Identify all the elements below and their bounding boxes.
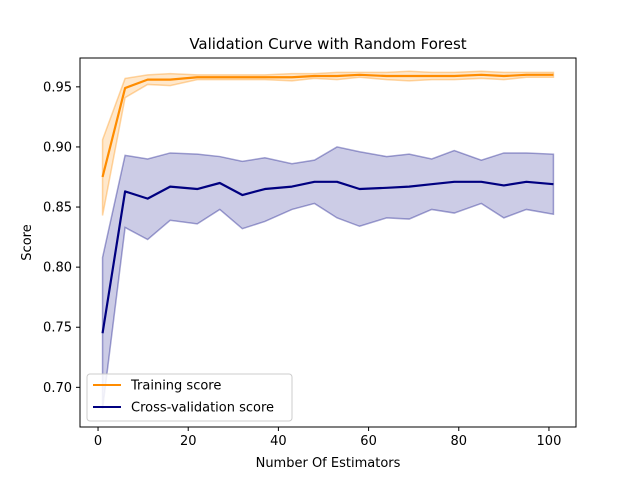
x-tick-label: 40 — [270, 434, 287, 449]
band-cross-validation — [101, 146, 555, 410]
y-tick-label: 0.80 — [43, 261, 72, 276]
y-tick-label: 0.75 — [43, 321, 72, 336]
point-cross-validation — [169, 186, 171, 188]
point-training — [196, 76, 198, 78]
x-tick-label: 20 — [180, 434, 197, 449]
point-cross-validation — [386, 187, 388, 189]
legend: Training score Cross-validation score — [86, 373, 293, 422]
point-training — [147, 79, 149, 81]
legend-label-training: Training score — [130, 379, 221, 394]
point-cross-validation — [264, 188, 266, 190]
legend-box — [86, 373, 293, 422]
x-axis-ticks: 0 20 40 60 80 100 — [94, 427, 561, 449]
band-training — [101, 70, 555, 216]
point-training — [102, 176, 104, 178]
point-training — [242, 76, 244, 78]
point-training — [219, 76, 221, 78]
x-axis-label: Number Of Estimators — [256, 456, 401, 471]
point-training — [481, 74, 483, 76]
y-axis-ticks: 0.70 0.75 0.80 0.85 0.90 0.95 — [43, 80, 80, 396]
y-tick-label: 0.70 — [43, 381, 72, 396]
line-cross-validation — [101, 180, 554, 334]
point-cross-validation — [503, 185, 505, 187]
point-cross-validation — [359, 188, 361, 190]
point-cross-validation — [314, 181, 316, 183]
point-cross-validation — [242, 194, 244, 196]
confidence-bands — [101, 70, 555, 410]
point-training — [503, 75, 505, 77]
point-cross-validation — [481, 181, 483, 183]
point-cross-validation — [336, 181, 338, 183]
point-training — [431, 75, 433, 77]
point-training — [386, 75, 388, 77]
point-training — [291, 76, 293, 78]
axes-frame — [79, 57, 577, 428]
point-training — [314, 75, 316, 77]
x-tick-label: 0 — [94, 434, 102, 449]
point-training — [359, 74, 361, 76]
point-training — [453, 75, 455, 77]
line-training — [101, 73, 554, 178]
point-cross-validation — [526, 181, 528, 183]
point-training — [124, 87, 126, 89]
chart-title: Validation Curve with Random Forest — [189, 35, 466, 53]
point-cross-validation — [431, 183, 433, 185]
point-training — [408, 75, 410, 77]
legend-label-cross-validation: Cross-validation score — [131, 401, 274, 416]
point-cross-validation — [102, 332, 104, 334]
point-training — [264, 76, 266, 78]
point-cross-validation — [408, 186, 410, 188]
point-cross-validation — [147, 198, 149, 200]
y-tick-label: 0.85 — [43, 201, 72, 216]
point-training — [169, 79, 171, 81]
point-cross-validation — [453, 181, 455, 183]
x-tick-label: 80 — [450, 434, 467, 449]
x-tick-label: 60 — [360, 434, 377, 449]
y-axis-label: Score — [20, 224, 35, 260]
point-training — [336, 75, 338, 77]
point-training — [526, 74, 528, 76]
series-lines — [101, 73, 555, 334]
point-training — [553, 74, 555, 76]
point-cross-validation — [553, 183, 555, 185]
y-tick-label: 0.95 — [43, 80, 72, 95]
point-cross-validation — [291, 186, 293, 188]
y-tick-label: 0.90 — [43, 140, 72, 155]
point-cross-validation — [124, 191, 126, 193]
x-tick-label: 100 — [537, 434, 562, 449]
point-cross-validation — [219, 182, 221, 184]
point-cross-validation — [196, 188, 198, 190]
